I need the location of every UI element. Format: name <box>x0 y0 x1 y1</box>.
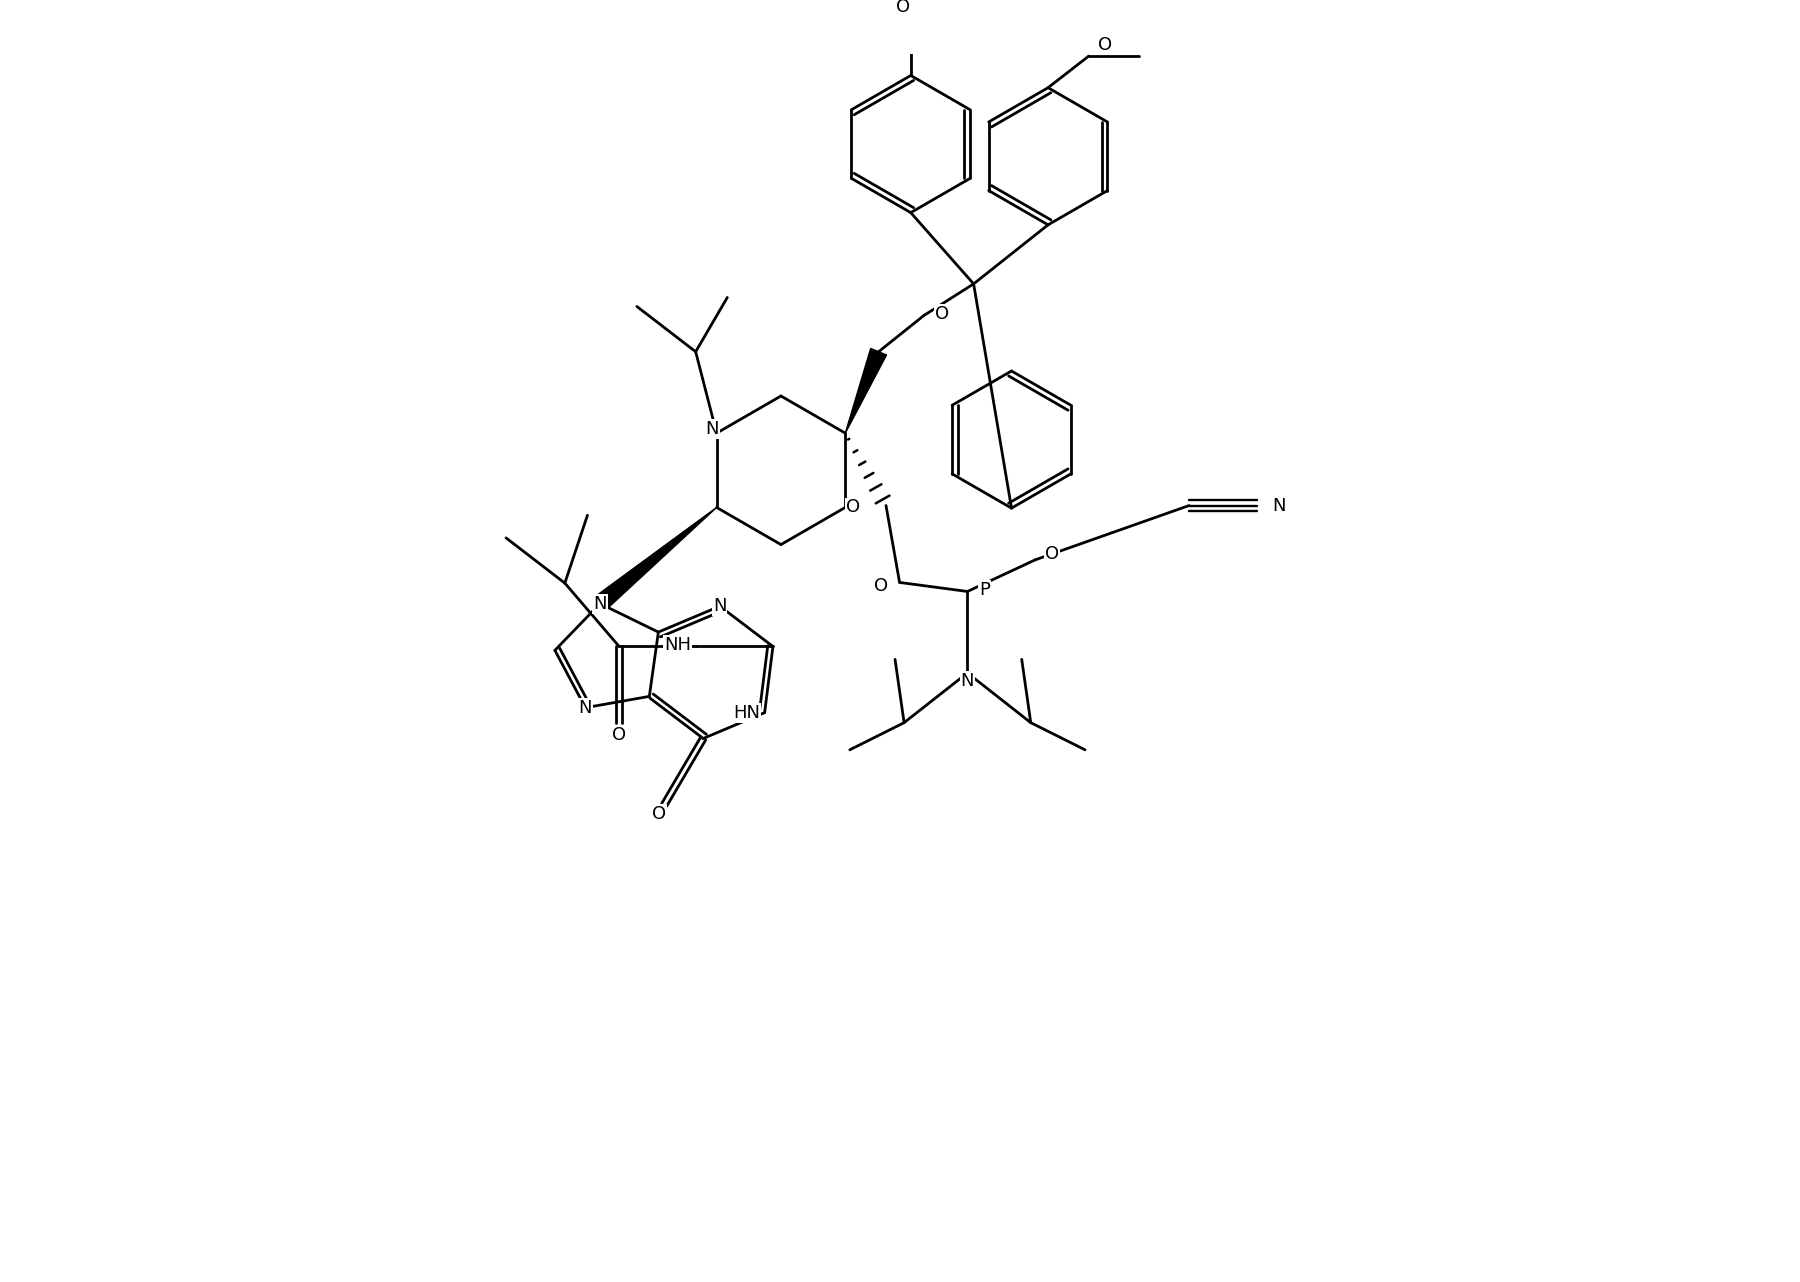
Text: N: N <box>706 420 718 438</box>
Text: N: N <box>961 672 974 690</box>
Text: N: N <box>594 595 607 613</box>
Text: O: O <box>1098 36 1112 54</box>
Text: O: O <box>612 726 626 744</box>
Text: HN: HN <box>733 704 760 722</box>
Text: O: O <box>652 805 666 823</box>
Text: N: N <box>1273 496 1285 514</box>
Text: O: O <box>936 305 949 323</box>
Text: O: O <box>896 0 911 15</box>
Text: N: N <box>578 699 592 717</box>
Polygon shape <box>594 508 716 610</box>
Text: O: O <box>1044 545 1058 563</box>
Text: P: P <box>979 581 990 599</box>
Polygon shape <box>846 349 887 433</box>
Text: N: N <box>713 597 727 615</box>
Text: O: O <box>846 499 860 517</box>
Text: NH: NH <box>664 636 691 654</box>
Text: O: O <box>875 577 887 595</box>
